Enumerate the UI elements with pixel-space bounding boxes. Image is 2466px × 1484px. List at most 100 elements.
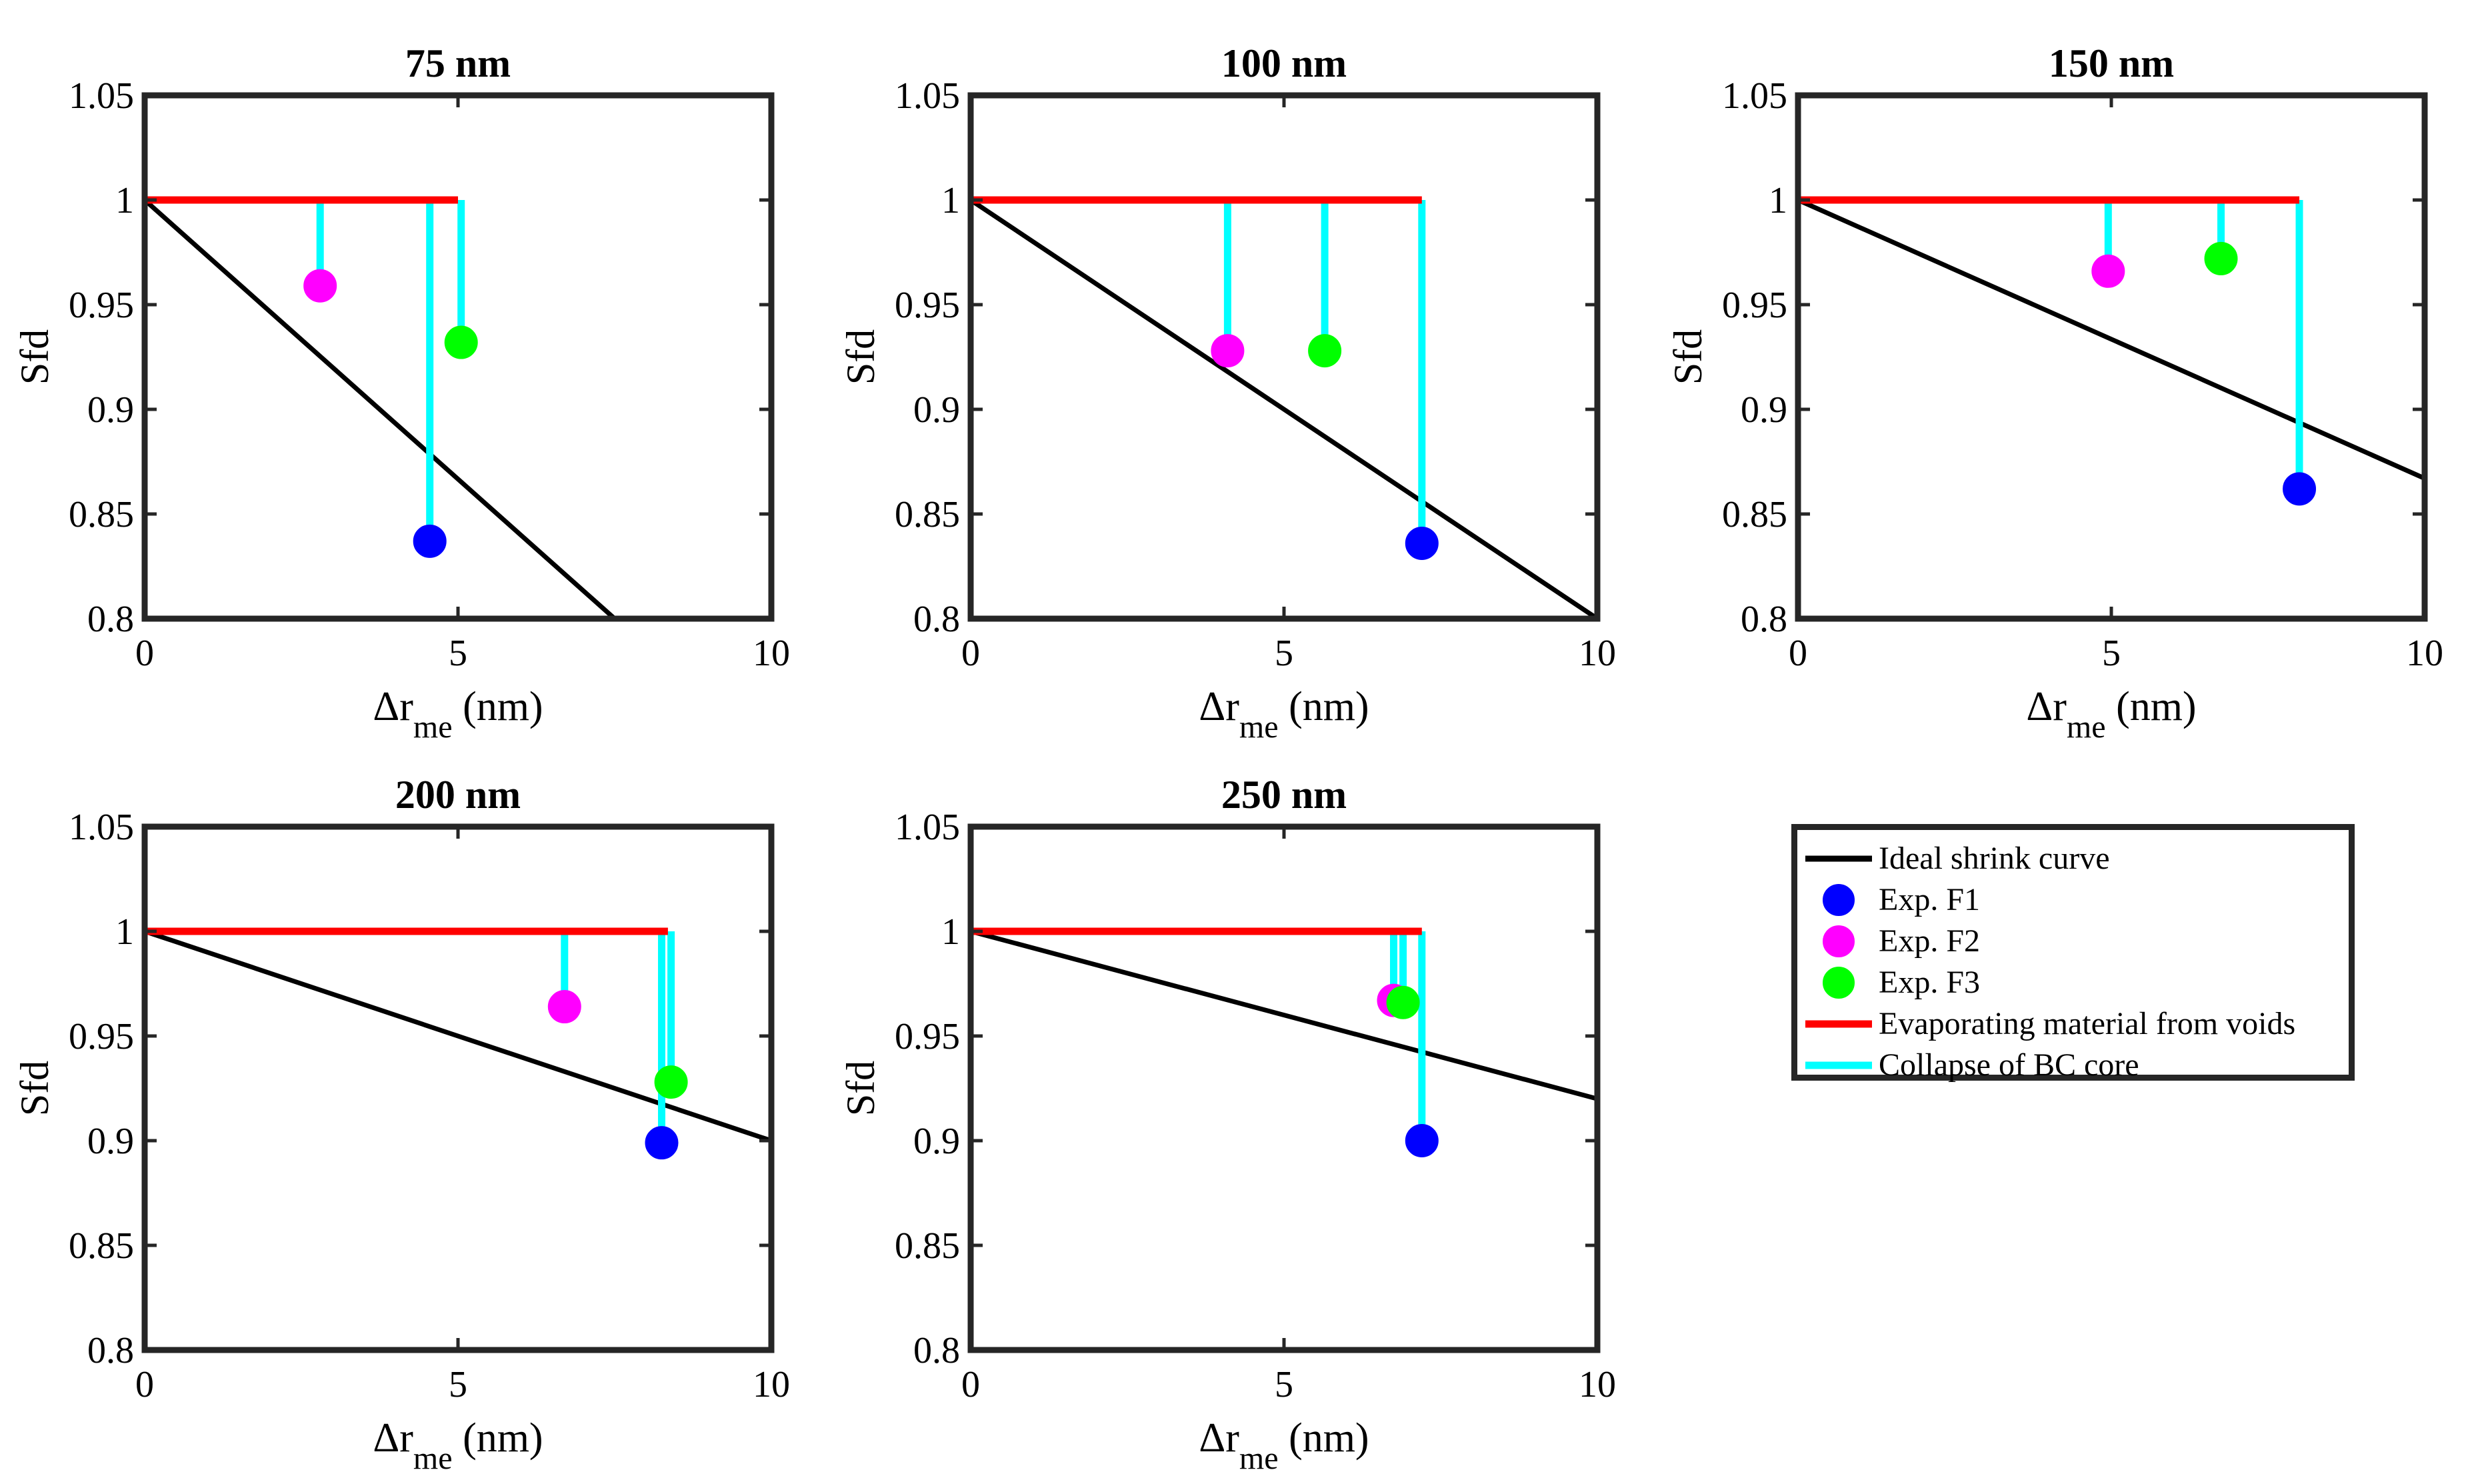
legend-item-evap: Evaporating material from voids — [1797, 1003, 2349, 1045]
point-f2 — [303, 269, 337, 303]
data-layer — [971, 927, 1597, 1157]
y-tick-label: 1 — [1769, 180, 1787, 221]
ideal-shrink-line — [971, 198, 1597, 619]
y-tick-label: 0.95 — [895, 1016, 960, 1057]
legend-item-collapse: Collapse of BC core — [1797, 1045, 2349, 1086]
y-tick-label: 1 — [115, 911, 134, 953]
y-tick-label: 0.9 — [1741, 389, 1787, 431]
data-layer — [971, 196, 1597, 619]
legend-item-f2: Exp. F2 — [1797, 921, 2349, 962]
x-axis-label-sub: me — [2067, 709, 2106, 745]
x-axis-label-unit: (nm) — [453, 684, 543, 729]
legend-item-f3: Exp. F3 — [1797, 962, 2349, 1003]
x-tick-label: 10 — [753, 1364, 790, 1405]
x-axis-label-unit: (nm) — [453, 1415, 543, 1461]
panel-200-nm: 0.8 0.85 0.9 0.95 1 1.05 0 5 10 200 nm Sfd Δrme (nm… — [13, 773, 790, 1476]
panel-title: 150 nm — [2049, 41, 2174, 85]
y-tick-label: 1.05 — [69, 75, 134, 117]
point-f1 — [645, 1126, 679, 1160]
x-tick-label: 0 — [135, 633, 154, 674]
point-f1 — [2283, 472, 2316, 506]
legend-label-evap: Evaporating material from voids — [1879, 1006, 2296, 1041]
point-f3 — [654, 1065, 688, 1099]
plot-area — [971, 95, 1597, 619]
point-f1 — [1405, 1124, 1439, 1157]
x-tick-label: 0 — [135, 1364, 154, 1405]
ideal-shrink-line — [1798, 197, 2425, 481]
x-tick-label: 0 — [961, 1364, 980, 1405]
x-axis-label-main: Δr — [1199, 1415, 1239, 1461]
x-tick-label: 5 — [2102, 633, 2121, 674]
y-tick-label: 1 — [941, 911, 960, 953]
y-tick-label: 0.8 — [913, 599, 960, 640]
y-tick-label: 0.9 — [87, 389, 134, 431]
x-tick-label: 0 — [961, 633, 980, 674]
x-axis-label-main: Δr — [1199, 684, 1239, 729]
x-tick-label: 10 — [1579, 633, 1616, 674]
y-axis-label: Sfd — [13, 329, 57, 385]
y-tick-label: 0.8 — [87, 1330, 134, 1371]
y-axis-label: Sfd — [839, 1061, 883, 1116]
x-axis-label-unit: (nm) — [1279, 1415, 1369, 1461]
ideal-shrink-line — [971, 929, 1597, 1101]
panel-title: 200 nm — [395, 773, 521, 817]
panel-100-nm: 0.8 0.85 0.9 0.95 1 1.05 0 5 10 100 nm Sfd Δrme (nm… — [839, 41, 1616, 745]
point-f3 — [1386, 985, 1420, 1019]
panel-title: 250 nm — [1221, 773, 1347, 817]
y-tick-label: 0.85 — [1722, 494, 1787, 535]
y-tick-label: 0.9 — [913, 389, 960, 431]
point-f2 — [2091, 254, 2125, 288]
legend-label-f1: Exp. F1 — [1879, 882, 1981, 917]
x-tick-label: 10 — [1579, 1364, 1616, 1405]
point-f1 — [413, 524, 447, 558]
panel-title: 75 nm — [405, 41, 511, 85]
y-axis-label: Sfd — [839, 329, 883, 385]
legend-evap-line-icon — [1805, 1020, 1872, 1028]
y-tick-label: 1 — [115, 180, 134, 221]
panel-150-nm: 0.8 0.85 0.9 0.95 1 1.05 0 5 10 150 nm Sfd Δrme (nm… — [1666, 41, 2443, 745]
y-tick-label: 0.95 — [69, 1016, 134, 1057]
point-f3 — [1308, 334, 1342, 368]
y-tick-label: 1.05 — [69, 807, 134, 848]
y-axis-label: Sfd — [13, 1061, 57, 1116]
x-axis-label-main: Δr — [373, 1415, 413, 1461]
legend-f3-marker-icon — [1823, 967, 1855, 999]
x-tick-label: 0 — [1789, 633, 1807, 674]
axes-frame — [141, 92, 775, 622]
x-axis-label-unit: (nm) — [2106, 684, 2197, 729]
y-axis-label: Sfd — [1666, 329, 1710, 385]
y-tick-label: 0.9 — [913, 1121, 960, 1162]
x-axis-label-main: Δr — [373, 684, 413, 729]
legend-label-f2: Exp. F2 — [1879, 923, 1981, 959]
x-tick-label: 5 — [449, 1364, 467, 1405]
y-tick-label: 0.85 — [895, 1225, 960, 1267]
ideal-shrink-line — [145, 198, 617, 619]
y-tick-label: 0.8 — [913, 1330, 960, 1371]
legend: Ideal shrink curve Exp. F1 Exp. F2 Exp. … — [1791, 824, 2355, 1083]
x-axis-label: Δrme (nm) — [1199, 684, 1369, 745]
x-axis-label-sub: me — [413, 709, 453, 745]
y-tick-label: 0.8 — [87, 599, 134, 640]
legend-f1-marker-icon — [1823, 884, 1855, 916]
ideal-shrink-line — [145, 929, 771, 1143]
x-axis-label: Δrme (nm) — [2026, 684, 2196, 745]
legend-f2-marker-icon — [1823, 925, 1855, 957]
y-tick-label: 0.95 — [69, 285, 134, 326]
plot-area — [971, 827, 1597, 1350]
y-tick-label: 1.05 — [1722, 75, 1787, 117]
data-layer — [145, 196, 617, 619]
legend-ideal-line-icon — [1805, 855, 1872, 862]
x-axis-label-main: Δr — [2026, 684, 2067, 729]
axes-frame — [141, 823, 775, 1353]
y-tick-label: 1 — [941, 180, 960, 221]
x-axis-label-unit: (nm) — [1279, 684, 1369, 729]
x-tick-label: 5 — [1275, 1364, 1293, 1405]
y-tick-label: 0.85 — [69, 494, 134, 535]
point-f3 — [2204, 241, 2238, 275]
data-layer — [1798, 196, 2425, 506]
x-axis-label: Δrme (nm) — [373, 1415, 543, 1476]
legend-item-ideal: Ideal shrink curve — [1797, 838, 2349, 879]
data-layer — [145, 927, 771, 1160]
panel-75-nm: 0.8 0.85 0.9 0.95 1 1.05 0 5 10 75 nm Sfd Δrme (nm) — [13, 41, 790, 745]
